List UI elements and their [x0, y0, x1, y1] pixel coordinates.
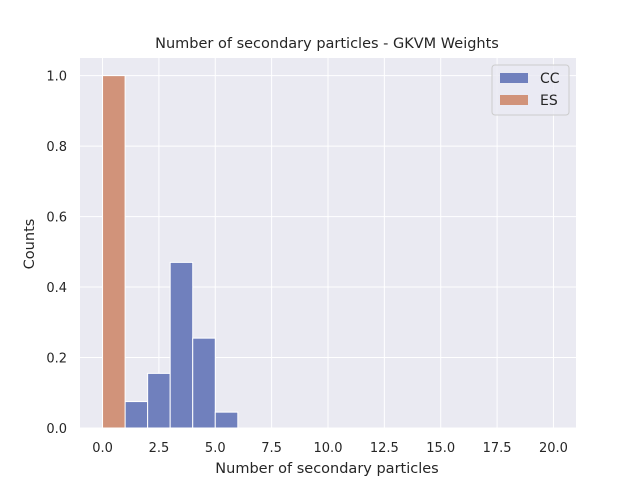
y-axis-label: Counts [22, 219, 38, 270]
bar-cc-4 [214, 411, 239, 429]
y-tick-label: 0.6 [46, 211, 67, 226]
x-tick-label: 5.0 [205, 441, 226, 456]
bar-es-0 [102, 75, 126, 429]
x-tick-label: 0.0 [92, 441, 113, 456]
legend-label-cc: CC [540, 71, 560, 87]
bar-cc-1 [147, 372, 171, 429]
x-tick-label: 17.5 [483, 441, 512, 456]
x-tick-labels: 0.0 2.5 5.0 7.5 10.0 12.5 15.0 17.5 20.0 [92, 441, 568, 456]
y-tick-labels: 0.0 0.2 0.4 0.6 0.8 1.0 [46, 70, 67, 437]
bar-cc-0 [124, 401, 149, 429]
x-tick-label: 12.5 [370, 441, 399, 456]
bars [102, 75, 239, 429]
legend: CC ES [491, 64, 570, 116]
x-tick-label: 20.0 [539, 441, 568, 456]
bar-cc-2 [169, 261, 194, 429]
x-tick-label: 10.0 [314, 441, 343, 456]
y-tick-label: 0.4 [46, 281, 67, 296]
legend-label-es: ES [540, 93, 558, 109]
bar-cc-3 [192, 337, 216, 429]
y-tick-label: 1.0 [46, 70, 67, 85]
y-tick-label: 0.0 [46, 422, 67, 437]
grid-lines [80, 58, 576, 429]
legend-swatch-es [500, 95, 528, 105]
legend-swatch-cc [500, 73, 528, 83]
y-tick-label: 0.8 [46, 140, 67, 155]
y-tick-label: 0.2 [46, 352, 67, 367]
chart-title: Number of secondary particles - GKVM Wei… [155, 36, 499, 52]
x-tick-label: 2.5 [149, 441, 170, 456]
x-tick-label: 15.0 [426, 441, 455, 456]
x-tick-label: 7.5 [261, 441, 282, 456]
x-axis-label: Number of secondary particles [215, 461, 438, 477]
